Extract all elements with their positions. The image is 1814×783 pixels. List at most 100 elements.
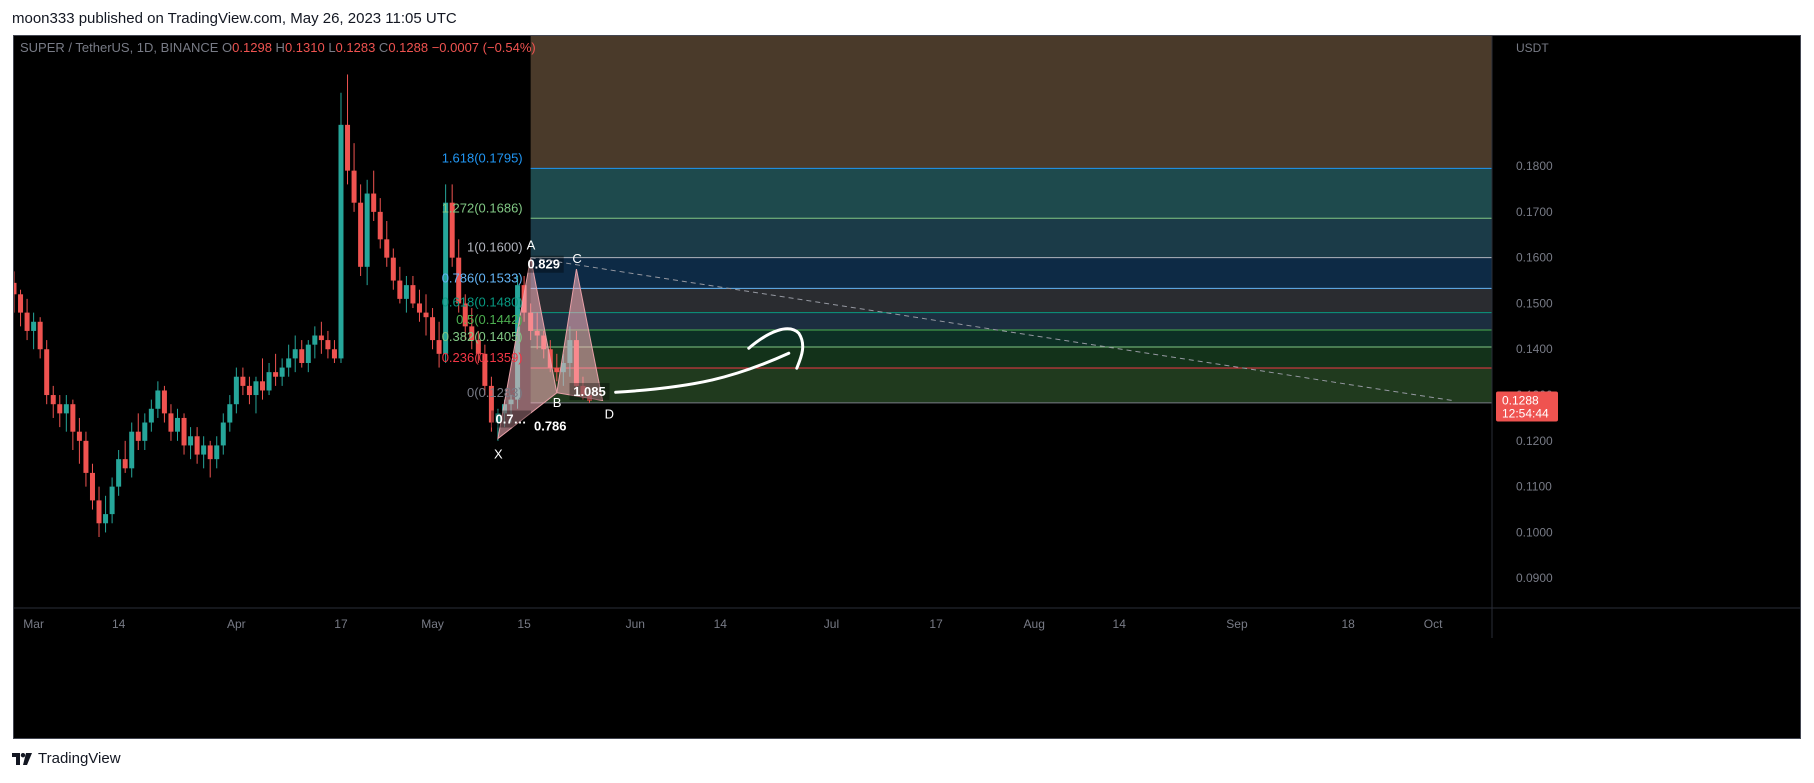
fib-zone-0 [530,168,1492,219]
candle-body [554,367,560,373]
candle-body [449,202,455,258]
candle-body [18,294,24,313]
candle-body [168,413,174,432]
fib-level-label: 0.382(0.1405) [442,329,523,344]
candle-body [351,170,357,203]
candle-body [482,353,488,386]
publish-caption: moon333 published on TradingView.com, Ma… [12,10,457,27]
candle-body [122,459,128,469]
candle-body [397,280,403,299]
candle-body [416,303,422,313]
candle-body [475,340,481,354]
fib-level-label: 0(0.1283) [467,385,523,400]
candle-body [227,404,233,423]
tradingview-brand[interactable]: TradingView [12,750,121,767]
time-axis-tick: Apr [227,617,246,631]
time-axis-tick: Aug [1024,617,1045,631]
candle-body [24,312,30,331]
time-axis-tick: 17 [334,617,348,631]
candle-body [194,436,200,455]
candle-body [286,358,292,368]
candle-body [174,417,180,432]
pattern-point-D: D [605,407,614,422]
candle-body [233,376,239,405]
candle-body [469,326,475,341]
candle-body [312,335,318,345]
price-axis-tick: 0.1500 [1516,296,1553,310]
time-axis-tick: Sep [1226,617,1248,631]
candle-body [358,202,364,267]
candle-body [240,376,246,386]
candle-body [37,321,43,350]
fib-level-label: 0.618(0.1480) [442,295,523,310]
pattern-ratio-box [523,255,564,273]
brand-name: TradingView [38,750,121,767]
price-axis-tick: 0.1800 [1516,159,1553,173]
fib-level-label: 1(0.1600) [467,240,523,255]
candle-body [423,312,429,318]
candle-body [338,124,344,359]
candle-body [273,372,279,377]
candle-body [430,317,436,341]
fib-level-label: 1.272(0.1686) [442,200,523,215]
tradingview-logo-icon [12,752,32,765]
candle-body [495,413,501,423]
candle-body [488,385,494,423]
harmonic-triangle-bcd [556,269,604,402]
time-axis-tick: Mar [23,617,44,631]
pattern-ratio-box [530,417,571,435]
pattern-point-A: A [527,238,536,253]
candle-body [181,417,187,446]
harmonic-triangle-xab [497,257,558,440]
drawn-arrow-head [747,327,805,370]
candle-body [103,514,109,524]
price-chart[interactable]: X A B C D 0.829 0.786 0.7… 1.085 1.618(0.1795) 1.2… [14,36,1800,738]
time-axis-tick: Jul [824,617,839,631]
drawn-arrow-shaft [614,351,791,394]
candle-body [70,404,76,432]
candle-body [14,282,17,295]
time-axis-tick: 18 [1341,617,1355,631]
candle-body [260,381,266,391]
pattern-ratio-label: 0.829 [527,257,560,272]
candle-body [331,349,337,359]
time-axis-tick: 15 [517,617,531,631]
fib-zone-2 [530,257,1492,289]
pattern-point-X: X [494,447,503,462]
last-price-countdown: 12:54:44 [1502,407,1549,421]
candle-body [63,404,69,414]
candle-body [456,257,462,304]
price-axis-tick: 0.1000 [1516,525,1553,539]
candle-body [142,422,148,441]
candle-body [436,340,442,354]
candle-body [57,404,63,414]
candle-body [135,431,141,441]
fib-zone-1 [530,218,1492,258]
chart-panel[interactable]: X A B C D 0.829 0.786 0.7… 1.085 1.618(0.1795) 1.2… [13,35,1801,739]
pattern-ratio-label: 0.7… [495,412,526,427]
candle-body [214,445,220,460]
candle-body [246,385,252,396]
pattern-point-C: C [572,251,581,266]
fib-level-label: 0.236(0.1359) [442,350,523,365]
candle-body [462,303,468,327]
candle-body [76,431,82,441]
pattern-ratio-label: 1.085 [573,384,606,399]
candle-body [148,408,154,423]
candle-body [299,349,305,363]
fib-zone-4 [530,312,1492,331]
candle-body [443,202,449,354]
candle-body [109,486,115,515]
last-price-value: 0.1288 [1502,394,1539,408]
candle-body [377,211,383,240]
candle-body [305,344,311,363]
dashed-trend-line [530,257,1453,402]
candle-body [318,335,324,341]
candle-body [44,349,50,396]
price-axis-unit: USDT [1516,41,1549,55]
candle-body [161,390,167,414]
candle-body [83,440,89,473]
candle-body [207,445,213,460]
candle-body [201,445,207,455]
candle-body [96,500,102,524]
